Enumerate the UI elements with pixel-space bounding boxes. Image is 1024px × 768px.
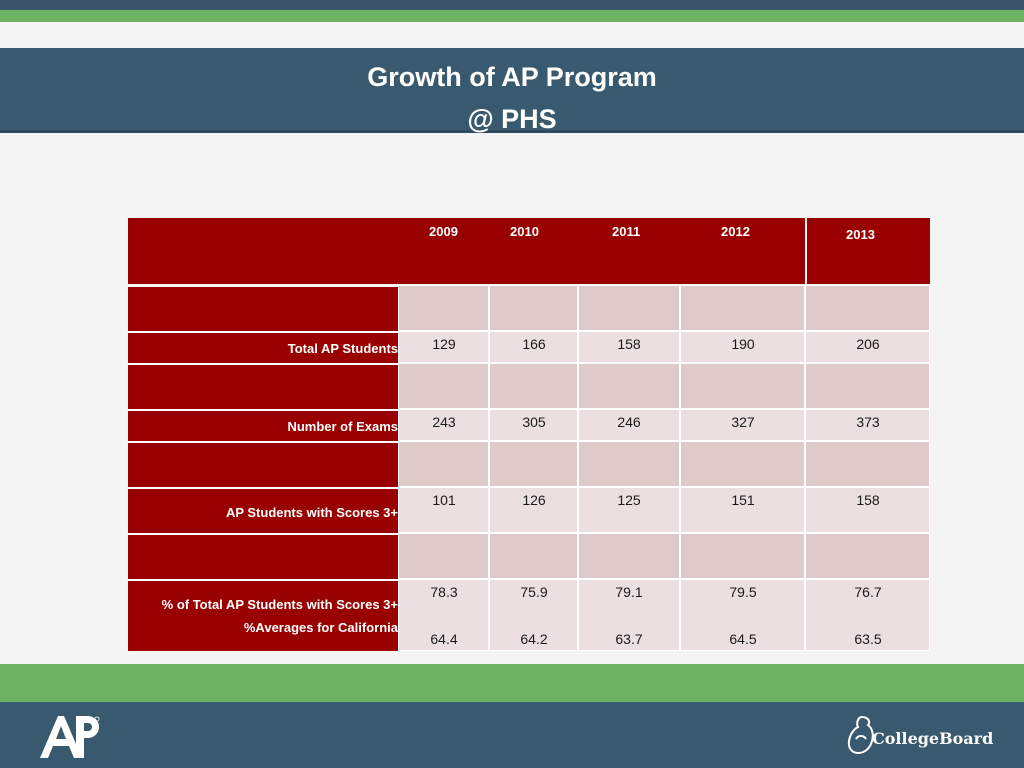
spacer-cell <box>680 441 805 487</box>
value-total-2010: 166 <box>522 336 546 352</box>
value-exams-2010: 305 <box>522 414 546 430</box>
data-cell <box>489 487 578 533</box>
value-california-2009: 64.4 <box>430 631 458 647</box>
row-label-total-ap-students: Total AP Students <box>287 341 398 356</box>
row-label-scores-3plus: AP Students with Scores 3+ <box>225 505 398 520</box>
data-cell <box>680 487 805 533</box>
value-california-2012: 64.5 <box>729 631 757 647</box>
top-dark-stripe <box>0 0 1024 10</box>
spacer-cell <box>398 533 489 579</box>
spacer-cell <box>805 363 930 409</box>
row-label-california-averages: %Averages for California <box>243 620 398 635</box>
value-exams-2012: 327 <box>731 414 755 430</box>
slide-title-line2: @ PHS <box>467 104 557 134</box>
data-cell <box>398 409 489 441</box>
year-header-2009: 2009 <box>429 224 458 239</box>
data-cell <box>489 579 578 651</box>
data-cell <box>578 487 680 533</box>
data-cell <box>398 487 489 533</box>
spacer-cell <box>680 285 805 331</box>
title-band <box>0 48 1024 133</box>
spacer-cell <box>680 363 805 409</box>
slide-title-line1: Growth of AP Program <box>367 62 657 92</box>
spacer-cell <box>578 533 680 579</box>
data-cell <box>805 487 930 533</box>
value-scores3-2012: 151 <box>731 492 755 508</box>
value-total-2013: 206 <box>856 336 880 352</box>
year-header-2013: 2013 <box>846 227 875 242</box>
value-total-2011: 158 <box>617 336 641 352</box>
college-board-logo: CollegeBoard <box>872 729 994 748</box>
label-cell-total-students <box>128 331 398 363</box>
data-cell <box>680 331 805 363</box>
value-percent-2012: 79.5 <box>729 584 757 600</box>
footer-dark-band <box>0 702 1024 768</box>
data-cell <box>680 409 805 441</box>
data-cell <box>680 579 805 651</box>
data-cell <box>805 331 930 363</box>
spacer-cell <box>489 441 578 487</box>
value-percent-2011: 79.1 <box>615 584 643 600</box>
label-cell-spacer <box>128 441 398 487</box>
year-header-2012: 2012 <box>721 224 750 239</box>
data-cell <box>578 331 680 363</box>
spacer-cell <box>489 285 578 331</box>
data-cell <box>805 579 930 651</box>
row-label-percent-scores-3plus: % of Total AP Students with Scores 3+ <box>161 597 398 612</box>
data-cell <box>398 579 489 651</box>
spacer-cell <box>578 441 680 487</box>
row-label-number-of-exams: Number of Exams <box>287 419 398 434</box>
label-cell-spacer <box>128 285 398 331</box>
year-header-2010: 2010 <box>510 224 539 239</box>
label-cell-spacer <box>128 533 398 579</box>
data-cell <box>489 331 578 363</box>
table-header-2013 <box>807 218 930 284</box>
table-header-main <box>128 218 805 284</box>
value-percent-2013: 76.7 <box>854 584 882 600</box>
value-scores3-2011: 125 <box>617 492 641 508</box>
spacer-cell <box>680 533 805 579</box>
value-california-2010: 64.2 <box>520 631 548 647</box>
value-percent-2010: 75.9 <box>520 584 548 600</box>
spacer-cell <box>578 363 680 409</box>
value-california-2013: 63.5 <box>854 631 882 647</box>
spacer-cell <box>805 441 930 487</box>
value-exams-2013: 373 <box>856 414 880 430</box>
value-exams-2009: 243 <box>432 414 456 430</box>
label-cell-spacer <box>128 363 398 409</box>
spacer-cell <box>805 533 930 579</box>
data-cell <box>578 579 680 651</box>
value-scores3-2009: 101 <box>432 492 456 508</box>
value-total-2012: 190 <box>731 336 755 352</box>
value-total-2009: 129 <box>432 336 456 352</box>
spacer-cell <box>578 285 680 331</box>
value-california-2011: 63.7 <box>615 631 643 647</box>
label-cell-scores3 <box>128 487 398 533</box>
spacer-cell <box>398 285 489 331</box>
spacer-cell <box>398 441 489 487</box>
value-percent-2009: 78.3 <box>430 584 458 600</box>
data-cell <box>805 409 930 441</box>
college-board-acorn-icon <box>847 715 874 755</box>
top-green-stripe <box>0 10 1024 22</box>
label-cell-number-exams <box>128 409 398 441</box>
ap-logo <box>40 716 100 758</box>
spacer-cell <box>489 363 578 409</box>
value-exams-2011: 246 <box>617 414 641 430</box>
year-header-2011: 2011 <box>612 224 641 239</box>
value-scores3-2013: 158 <box>856 492 880 508</box>
data-cell <box>489 409 578 441</box>
ap-growth-table: 2009 2010 2011 2012 2013 Total AP Studen… <box>128 218 930 651</box>
data-cell <box>578 409 680 441</box>
value-scores3-2010: 126 <box>522 492 546 508</box>
label-cell-percent <box>128 579 398 651</box>
data-cell <box>398 331 489 363</box>
footer-green-band <box>0 664 1024 702</box>
spacer-cell <box>805 285 930 331</box>
spacer-cell <box>398 363 489 409</box>
spacer-cell <box>489 533 578 579</box>
